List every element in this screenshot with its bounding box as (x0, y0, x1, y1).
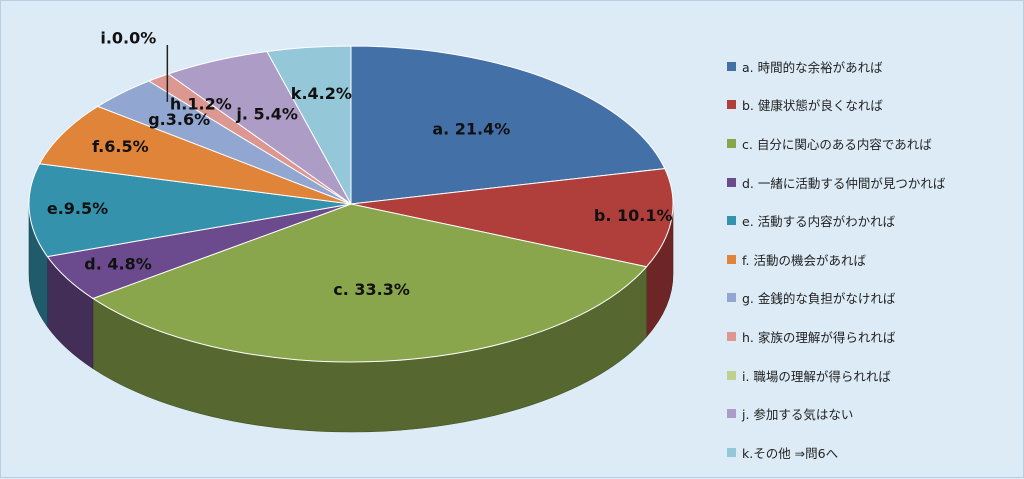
legend-label-b: b. 健康状態が良くなれば (742, 98, 883, 114)
legend-swatch-g (727, 293, 736, 303)
legend-swatch-e (727, 216, 736, 226)
legend-swatch-f (727, 254, 736, 264)
legend-swatch-d (727, 177, 736, 187)
legend-swatch-b (727, 100, 736, 110)
legend-label-j: j. 参加する気はない (742, 407, 854, 423)
data-label-k: k.4.2% (291, 84, 352, 103)
legend-item-f: f. 活動の機会があれば (727, 240, 1017, 279)
legend: a. 時間的な余裕があれば b. 健康状態が良くなれば c. 自分に関心のある内容で… (727, 47, 1017, 472)
data-label-f: f.6.5% (92, 137, 149, 156)
legend-swatch-c (727, 138, 736, 148)
legend-label-k: k.その他 ⇒問6へ (742, 445, 839, 461)
legend-item-g: g. 金銭的な負担がなければ (727, 279, 1017, 318)
data-label-e: e.9.5% (47, 199, 108, 218)
legend-item-h: h. 家族の理解が得られれば (727, 317, 1017, 356)
legend-label-f: f. 活動の機会があれば (742, 252, 866, 268)
legend-swatch-j (727, 409, 736, 419)
data-label-i: i.0.0% (100, 29, 156, 48)
legend-item-a: a. 時間的な余裕があれば (727, 47, 1017, 86)
legend-item-j: j. 参加する気はない (727, 394, 1017, 433)
legend-item-k: k.その他 ⇒問6へ (727, 433, 1017, 472)
pie-labels: a. 21.4% b. 10.1% c. 33.3% d. 4.8% e.9.5% f.6… (47, 29, 673, 299)
data-label-d: d. 4.8% (84, 254, 151, 273)
pie-slice-f (38, 105, 352, 205)
pie-slice-a (350, 45, 666, 205)
data-label-j: j. 5.4% (235, 105, 298, 124)
legend-item-b: b. 健康状態が良くなれば (727, 86, 1017, 125)
pie-slice-c (91, 203, 648, 363)
legend-label-d: d. 一緒に活動する仲間が見つかれば (742, 175, 946, 191)
legend-item-e: e. 活動する内容がわかれば (727, 201, 1017, 240)
legend-item-i: i. 職場の理解が得られれば (727, 356, 1017, 395)
legend-label-g: g. 金銭的な負担がなければ (742, 291, 896, 307)
pie-slice-k (266, 45, 352, 205)
pie-top-faces (28, 45, 674, 363)
legend-label-i: i. 職場の理解が得られれば (742, 368, 891, 384)
legend-label-a: a. 時間的な余裕があれば (742, 59, 883, 75)
data-label-g: g.3.6% (148, 110, 210, 129)
data-label-c: c. 33.3% (333, 280, 410, 299)
data-label-h: h.1.2% (170, 95, 232, 114)
legend-label-c: c. 自分に関心のある内容であれば (742, 136, 932, 152)
legend-item-d: d. 一緒に活動する仲間が見つかれば (727, 163, 1017, 202)
pie-slice-e (28, 163, 352, 258)
legend-label-h: h. 家族の理解が得られれば (742, 329, 896, 345)
legend-swatch-i (727, 370, 736, 380)
data-label-b: b. 10.1% (594, 206, 673, 225)
legend-label-e: e. 活動する内容がわかれば (742, 214, 896, 230)
pie-chart: a. 21.4% b. 10.1% c. 33.3% d. 4.8% e.9.5% f.6… (28, 29, 674, 433)
data-label-a: a. 21.4% (432, 119, 510, 138)
legend-swatch-a (727, 61, 736, 71)
legend-swatch-h (727, 331, 736, 341)
legend-swatch-k (727, 447, 736, 457)
pie-slice-b (350, 168, 674, 268)
legend-item-c: c. 自分に関心のある内容であれば (727, 124, 1017, 163)
